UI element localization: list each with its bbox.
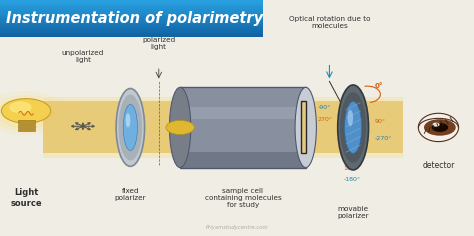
Text: detector: detector [422, 161, 455, 170]
FancyBboxPatch shape [0, 35, 263, 37]
Text: Light
source: Light source [10, 188, 42, 208]
Text: unpolarized
light: unpolarized light [62, 50, 104, 63]
Circle shape [433, 123, 439, 126]
Text: Priyamstudycentre.com: Priyamstudycentre.com [206, 225, 268, 230]
FancyBboxPatch shape [0, 20, 263, 22]
Circle shape [0, 96, 62, 131]
FancyBboxPatch shape [180, 152, 306, 168]
Ellipse shape [419, 113, 459, 142]
Text: 270°: 270° [318, 117, 333, 122]
FancyBboxPatch shape [18, 120, 35, 124]
Text: 180°: 180° [344, 166, 358, 171]
FancyBboxPatch shape [0, 29, 263, 31]
FancyBboxPatch shape [0, 26, 263, 27]
FancyBboxPatch shape [0, 13, 263, 15]
FancyBboxPatch shape [0, 11, 263, 13]
Ellipse shape [126, 113, 130, 127]
Ellipse shape [123, 104, 137, 151]
FancyBboxPatch shape [180, 107, 306, 119]
FancyBboxPatch shape [0, 24, 263, 26]
FancyBboxPatch shape [0, 17, 263, 18]
FancyBboxPatch shape [0, 33, 263, 35]
FancyBboxPatch shape [18, 125, 35, 128]
Text: Linearly
polarized
light: Linearly polarized light [142, 30, 175, 50]
Text: 90°: 90° [374, 119, 385, 124]
FancyBboxPatch shape [0, 9, 263, 11]
FancyBboxPatch shape [0, 31, 263, 33]
Circle shape [432, 124, 447, 131]
Ellipse shape [170, 87, 191, 168]
Text: fixed
polarizer: fixed polarizer [115, 188, 146, 201]
FancyBboxPatch shape [43, 101, 403, 153]
Ellipse shape [116, 88, 145, 166]
FancyBboxPatch shape [0, 27, 263, 29]
Text: 0°: 0° [374, 83, 383, 89]
FancyBboxPatch shape [43, 97, 403, 158]
Text: sample cell
containing molecules
for study: sample cell containing molecules for stu… [205, 188, 281, 208]
Circle shape [166, 120, 194, 135]
Ellipse shape [295, 87, 317, 168]
Circle shape [0, 99, 55, 128]
FancyBboxPatch shape [18, 129, 35, 131]
Text: -180°: -180° [344, 177, 361, 182]
Circle shape [0, 92, 69, 135]
FancyBboxPatch shape [0, 2, 263, 4]
Text: Optical rotation due to
molecules: Optical rotation due to molecules [289, 16, 370, 29]
Ellipse shape [118, 94, 142, 160]
FancyBboxPatch shape [0, 22, 263, 24]
FancyBboxPatch shape [0, 15, 263, 17]
Circle shape [10, 102, 31, 113]
Text: -270°: -270° [374, 135, 392, 141]
Text: Instrumentation of polarimetry: Instrumentation of polarimetry [6, 11, 263, 26]
Ellipse shape [345, 101, 362, 153]
FancyBboxPatch shape [0, 5, 263, 7]
Circle shape [1, 99, 51, 123]
Ellipse shape [340, 92, 366, 163]
FancyBboxPatch shape [0, 4, 263, 5]
Ellipse shape [337, 85, 368, 170]
Circle shape [425, 120, 455, 135]
Text: movable
polarizer: movable polarizer [337, 206, 369, 219]
Ellipse shape [347, 110, 353, 126]
FancyBboxPatch shape [0, 0, 263, 2]
FancyBboxPatch shape [180, 87, 306, 168]
FancyBboxPatch shape [0, 7, 263, 9]
Text: -90°: -90° [318, 105, 331, 110]
FancyBboxPatch shape [301, 101, 306, 153]
FancyBboxPatch shape [0, 18, 263, 20]
